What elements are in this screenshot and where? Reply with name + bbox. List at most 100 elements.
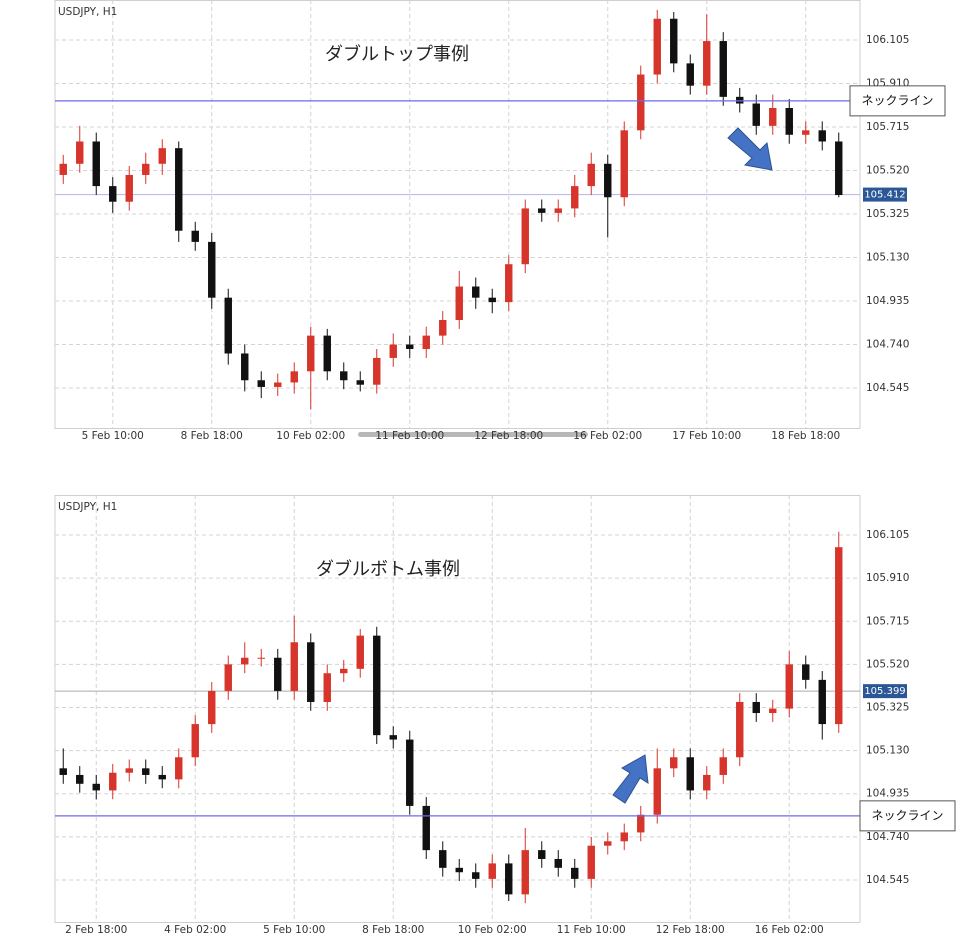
x-tick-label: 16 Feb 02:00: [573, 430, 642, 442]
y-tick-label: 105.520: [866, 164, 909, 176]
candle-body: [439, 319, 447, 336]
chart-title: USDJPY, H1: [58, 501, 117, 513]
candle-body: [257, 380, 265, 387]
candle-body: [587, 163, 595, 187]
candle-body: [538, 850, 546, 859]
candle-body: [241, 657, 249, 665]
y-tick-label: 104.545: [866, 874, 909, 886]
annotation: ダブルトップ事例: [325, 43, 469, 65]
candle-body: [488, 863, 496, 879]
x-tick-label: 12 Feb 18:00: [474, 430, 543, 442]
candle-body: [208, 690, 216, 725]
price-tag: [863, 684, 907, 699]
candle-body: [59, 163, 67, 175]
y-tick-label: 105.715: [866, 121, 909, 133]
candle-body: [472, 872, 480, 879]
candle-body: [125, 768, 133, 773]
down-arrow: [727, 127, 773, 171]
candle-body: [356, 635, 364, 669]
candle-body: [290, 642, 298, 691]
y-tick-label: 104.740: [866, 339, 909, 351]
neckline-label: ネックライン: [871, 808, 943, 822]
y-tick-label: 104.935: [866, 295, 909, 307]
candle-body: [109, 772, 117, 791]
candle-body: [521, 208, 529, 265]
candle-body: [604, 163, 612, 198]
candle-body: [802, 664, 810, 680]
candle-body: [785, 664, 793, 709]
y-tick-label: 104.545: [866, 382, 909, 394]
candle-body: [653, 18, 661, 75]
y-tick-label: 106.105: [866, 529, 909, 541]
y-tick-label: 105.325: [866, 702, 909, 714]
neckline-label: ネックライン: [861, 93, 933, 107]
candle-body: [818, 679, 826, 725]
y-tick-label: 105.325: [866, 208, 909, 220]
candle-body: [488, 297, 496, 303]
candle-body: [455, 286, 463, 320]
candle-body: [142, 163, 150, 175]
candle-body: [637, 814, 645, 833]
candle-body: [422, 335, 430, 350]
candle-body: [175, 757, 183, 780]
candle-body: [455, 867, 463, 873]
candle-body: [769, 108, 777, 126]
candle-body: [620, 832, 628, 842]
candle-body: [802, 130, 810, 135]
candle-body: [406, 344, 414, 350]
scrollbar[interactable]: [358, 432, 588, 437]
candle-body: [340, 668, 348, 674]
candle-body: [703, 41, 711, 86]
candle-body: [191, 230, 199, 242]
candle-body: [158, 148, 166, 164]
candle-body: [125, 174, 133, 202]
x-tick-label: 17 Feb 10:00: [672, 430, 741, 442]
candle-body: [175, 148, 183, 231]
x-tick-label: 12 Feb 18:00: [656, 924, 725, 936]
candle-body: [670, 757, 678, 769]
candle-body: [571, 867, 579, 879]
x-tick-label: 8 Feb 18:00: [181, 430, 243, 442]
candle-body: [109, 186, 117, 202]
candle-body: [389, 344, 397, 358]
candle-body: [835, 547, 843, 725]
candle-body: [158, 774, 166, 780]
candle-body: [439, 850, 447, 868]
x-tick-label: 11 Feb 10:00: [375, 430, 444, 442]
candle-body: [92, 141, 100, 187]
candle-body: [241, 353, 249, 381]
candle-body: [587, 845, 595, 879]
candle-body: [653, 768, 661, 815]
candle-body: [290, 371, 298, 383]
x-tick-label: 8 Feb 18:00: [362, 924, 424, 936]
candle-body: [719, 41, 727, 97]
candle-body: [274, 382, 282, 387]
x-tick-label: 11 Feb 10:00: [557, 924, 626, 936]
candle-body: [340, 371, 348, 381]
x-tick-label: 10 Feb 02:00: [276, 430, 345, 442]
candle-body: [307, 335, 315, 372]
x-tick-label: 5 Feb 10:00: [263, 924, 325, 936]
candle-body: [686, 757, 694, 791]
x-tick-label: 2 Feb 18:00: [65, 924, 127, 936]
candle-body: [505, 264, 513, 303]
y-tick-label: 105.130: [866, 252, 909, 264]
x-tick-label: 5 Feb 10:00: [82, 430, 144, 442]
candle-body: [736, 96, 744, 104]
x-tick-label: 16 Feb 02:00: [755, 924, 824, 936]
candle-body: [472, 286, 480, 298]
candle-body: [554, 858, 562, 868]
candle-body: [505, 863, 513, 895]
candle-body: [785, 108, 793, 135]
candle-body: [323, 673, 331, 702]
y-tick-label: 105.715: [866, 615, 909, 627]
candle-body: [554, 208, 562, 213]
candle-body: [670, 18, 678, 64]
candle-body: [835, 141, 843, 196]
candle-body: [521, 850, 529, 895]
neckline-label-box: [849, 85, 946, 117]
y-tick-label: 104.935: [866, 788, 909, 800]
price-tag: [863, 187, 907, 202]
